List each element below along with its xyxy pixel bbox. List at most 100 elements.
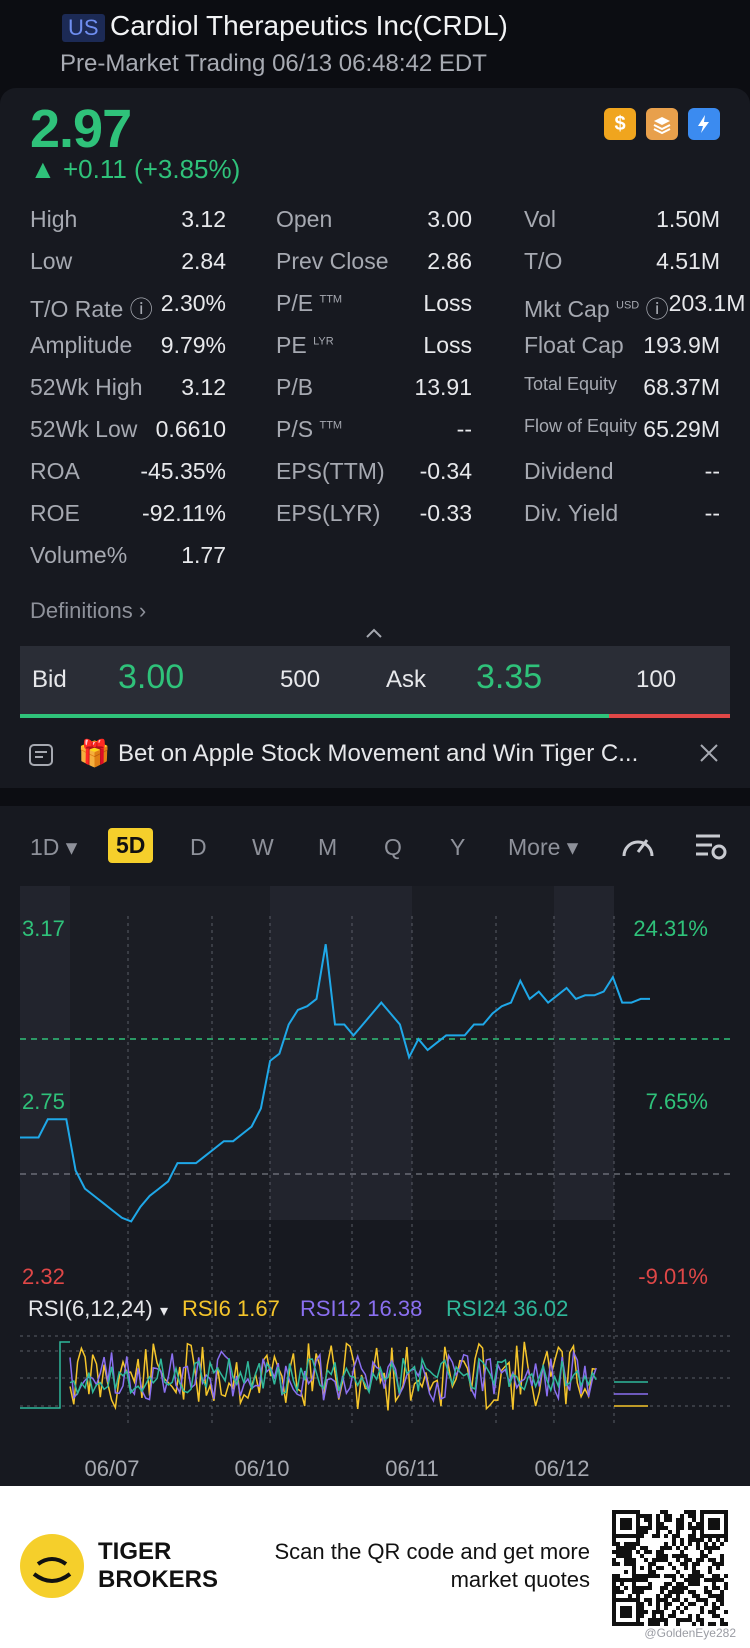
stats-row: ROA -45.35% EPS(TTM) -0.34 Dividend -- <box>30 450 720 492</box>
stat-cell: P/B 13.91 <box>276 374 472 401</box>
stat-label: P/E <box>276 290 314 316</box>
stat-cell: ROE -92.11% <box>30 500 226 527</box>
stat-label: P/S <box>276 416 314 442</box>
stat-cell: Vol 1.50M <box>524 206 720 233</box>
gift-icon: 🎁 <box>78 738 111 768</box>
stat-label: High <box>30 206 78 232</box>
rsi24-line <box>69 1356 597 1396</box>
stat-label-wrap: Mkt Cap USD ⓘ <box>524 290 669 324</box>
feature-badges: $ <box>604 108 720 140</box>
close-icon[interactable] <box>698 742 720 764</box>
stat-label: ROE <box>30 500 80 526</box>
stat-label-wrap: P/E TTM <box>276 290 342 317</box>
period-5d[interactable]: 5D <box>108 828 154 863</box>
bid-price: 3.00 <box>118 658 185 696</box>
stat-value: 0.6610 <box>155 416 226 442</box>
stat-cell: Flow of Equity 65.29M <box>524 416 720 443</box>
stat-label-wrap: PE LYR <box>276 332 334 359</box>
period-m[interactable]: M <box>318 834 338 860</box>
stats-row: ROE -92.11% EPS(LYR) -0.33 Div. Yield -- <box>30 492 720 534</box>
flash-badge-icon[interactable] <box>688 108 720 140</box>
stat-label: ROA <box>30 458 80 484</box>
dollar-badge-icon[interactable]: $ <box>604 108 636 140</box>
stat-label-sup: TTM <box>319 419 343 432</box>
stat-cell: High 3.12 <box>30 206 226 233</box>
stat-value: 1.50M <box>656 206 720 232</box>
definitions-link[interactable]: Definitions › <box>30 598 147 623</box>
rsi6-line <box>69 1341 597 1411</box>
period-y[interactable]: Y <box>450 834 466 860</box>
stat-cell: P/E TTM Loss <box>276 290 472 317</box>
stat-label-wrap: Flow of Equity <box>524 416 637 443</box>
bid-ask-ratio-bar <box>20 714 730 718</box>
trading-status: Pre-Market Trading 06/13 06:48:42 EDT <box>60 50 487 77</box>
collapse-chevron-up-icon[interactable] <box>364 624 384 644</box>
stats-row: Volume% 1.77 <box>30 534 720 576</box>
stat-value: -92.11% <box>142 500 226 526</box>
stat-value: 3.12 <box>181 206 226 232</box>
watermark: @GoldenEye282 <box>644 1626 736 1640</box>
stats-grid: High 3.12 Open 3.00 Vol 1.50M Low 2.84 Prev Clos… <box>30 198 745 576</box>
stat-label: Open <box>276 206 333 232</box>
stat-cell: Volume% 1.77 <box>30 542 226 569</box>
rsi-label: RSI(6,12,24) <box>28 1296 153 1321</box>
period-1d[interactable]: 1D ▾ <box>30 834 78 860</box>
period-1d-label: 1D <box>30 834 60 860</box>
stat-label-wrap: ROE <box>30 500 80 527</box>
price-line <box>20 944 650 1223</box>
stat-cell: PE LYR Loss <box>276 332 472 359</box>
bid-ratio-fill <box>20 714 610 718</box>
stat-label: Mkt Cap <box>524 296 610 322</box>
layers-badge-icon[interactable] <box>646 108 678 140</box>
qr-code <box>612 1510 728 1626</box>
stat-label-wrap: P/S TTM <box>276 416 342 443</box>
bid-size: 500 <box>280 666 321 693</box>
stat-label: Prev Close <box>276 248 389 274</box>
stat-label-wrap: 52Wk High <box>30 374 142 401</box>
y-right-label-top: 24.31% <box>633 916 708 941</box>
stat-label: Div. Yield <box>524 500 619 526</box>
stat-cell: Div. Yield -- <box>524 500 720 527</box>
app-header: US Cardiol Therapeutics Inc(CRDL) Pre-Ma… <box>0 0 750 86</box>
info-icon[interactable]: ⓘ <box>639 296 669 322</box>
stats-row: Low 2.84 Prev Close 2.86 T/O 4.51M <box>30 240 720 282</box>
stat-label: Amplitude <box>30 332 133 358</box>
stat-label: Low <box>30 248 73 274</box>
period-d[interactable]: D <box>190 834 207 860</box>
stat-value: -- <box>704 458 720 484</box>
info-icon[interactable]: ⓘ <box>123 296 153 322</box>
stat-label: Vol <box>524 206 556 232</box>
period-q[interactable]: Q <box>384 834 402 860</box>
price-change: ▲ +0.11 (+3.85%) <box>30 154 241 184</box>
brand-name: TIGER BROKERS <box>98 1538 218 1594</box>
stat-cell: EPS(TTM) -0.34 <box>276 458 472 485</box>
stat-label-wrap: Float Cap <box>524 332 624 359</box>
x-axis-label: 06/12 <box>534 1456 589 1481</box>
y-left-label-top: 3.17 <box>22 916 65 941</box>
price-chart[interactable]: 3.17 2.75 2.32 24.31% 7.65% -9.01% RSI(6,12,24… <box>0 886 750 1486</box>
stat-value: 1.77 <box>181 542 226 568</box>
stat-cell: Open 3.00 <box>276 206 472 233</box>
bid-ask-bar: Bid 3.00 500 Ask 3.35 100 <box>20 646 730 714</box>
stat-value: 2.84 <box>181 248 226 274</box>
more-label: More <box>508 834 561 860</box>
stat-value: 3.12 <box>181 374 226 400</box>
rsi6-label: RSI6 1.67 <box>182 1296 280 1321</box>
chart-settings-icon[interactable] <box>692 830 728 862</box>
x-axis-label: 06/07 <box>84 1456 139 1481</box>
x-axis-label: 06/11 <box>385 1456 438 1481</box>
stat-label-wrap: T/O <box>524 248 562 275</box>
period-w[interactable]: W <box>252 834 274 860</box>
gauge-icon[interactable] <box>618 830 658 862</box>
footer-banner: TIGER BROKERS Scan the QR code and get mo… <box>0 1486 750 1648</box>
y-right-label-bottom: -9.01% <box>638 1264 708 1289</box>
stat-value: -- <box>456 416 472 442</box>
stat-value: 193.9M <box>643 332 720 358</box>
stock-title: Cardiol Therapeutics Inc(CRDL) <box>110 10 508 41</box>
promo-banner[interactable]: 🎁 Bet on Apple Stock Movement and Win Ti… <box>0 720 750 780</box>
stat-value: -0.34 <box>419 458 472 484</box>
chart-panel: 1D ▾ 5D D W M Q Y More ▾ 3.17 2.75 2.32 24.… <box>0 806 750 1486</box>
stat-value: -0.33 <box>419 500 472 526</box>
stat-value: -45.35% <box>140 458 226 484</box>
more-periods-dropdown[interactable]: More ▾ <box>508 834 579 860</box>
